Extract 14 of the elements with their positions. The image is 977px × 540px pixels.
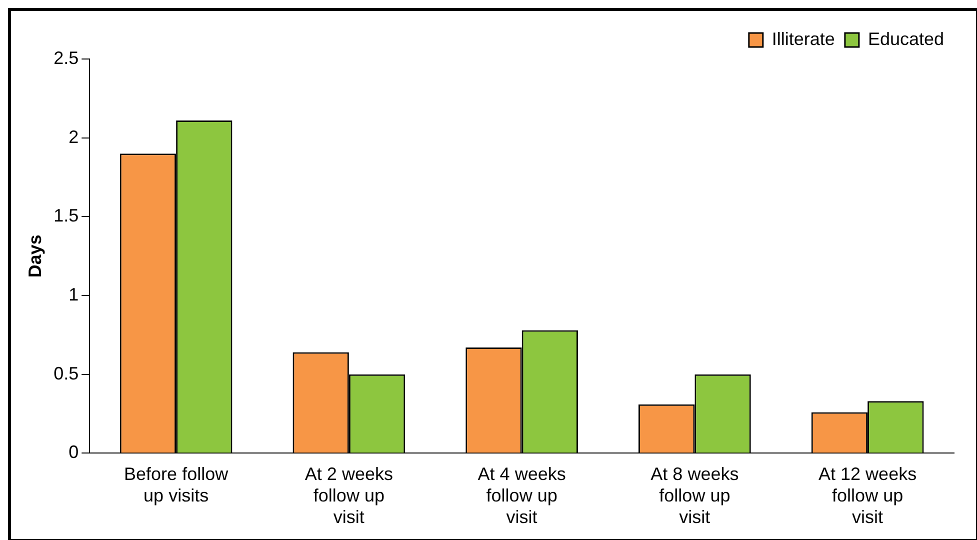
x-tick-label: At 12 weeks follow up visit bbox=[818, 464, 917, 528]
x-tick-label: At 8 weeks follow up visit bbox=[650, 464, 739, 528]
legend-label: Educated bbox=[868, 28, 944, 49]
y-axis-title: Days bbox=[24, 234, 45, 278]
x-tick-label: Before follow up visits bbox=[124, 464, 230, 506]
y-tick-label: 1.5 bbox=[54, 206, 79, 226]
y-tick-label: 2.5 bbox=[54, 48, 79, 68]
x-tick-label: At 4 weeks follow up visit bbox=[478, 464, 566, 528]
legend-label: Illiterate bbox=[772, 28, 835, 49]
y-tick-label: 0.5 bbox=[54, 363, 79, 384]
y-tick-label: 2 bbox=[68, 126, 79, 147]
y-tick-label: 1 bbox=[68, 284, 79, 304]
x-tick-label: At 2 weeks follow up visit bbox=[304, 464, 393, 528]
y-tick-label: 0 bbox=[68, 442, 79, 462]
